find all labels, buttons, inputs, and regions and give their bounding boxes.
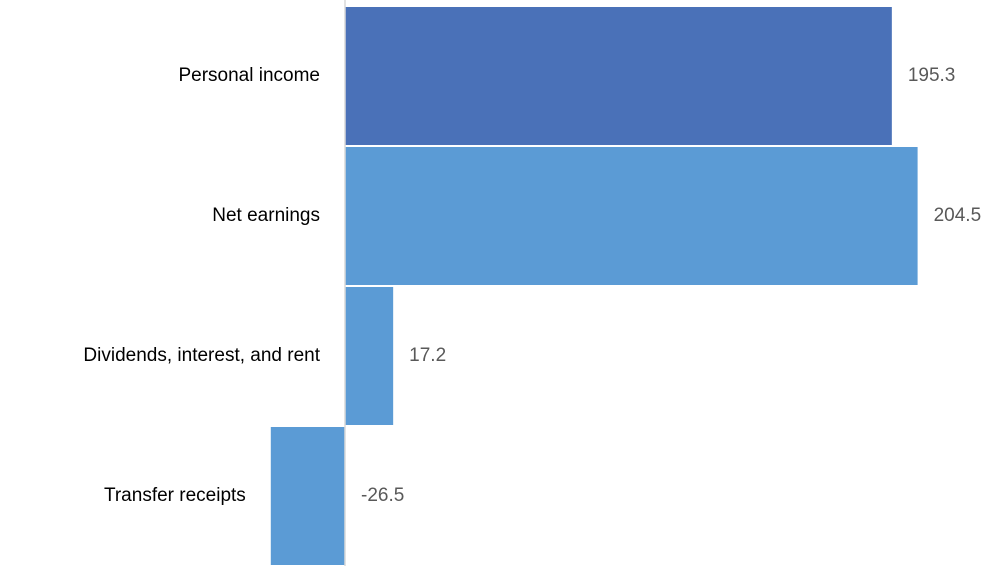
bar [345,287,394,425]
category-label: Net earnings [212,205,320,226]
value-label: -26.5 [361,485,404,506]
value-label: 17.2 [409,345,446,366]
category-label: Transfer receipts [104,485,246,506]
category-label: Personal income [178,65,320,86]
bar [345,7,892,145]
category-label: Dividends, interest, and rent [83,345,320,366]
bar [270,427,345,565]
value-label: 195.3 [908,65,956,86]
value-label: 204.5 [934,205,982,226]
bar [345,147,918,285]
